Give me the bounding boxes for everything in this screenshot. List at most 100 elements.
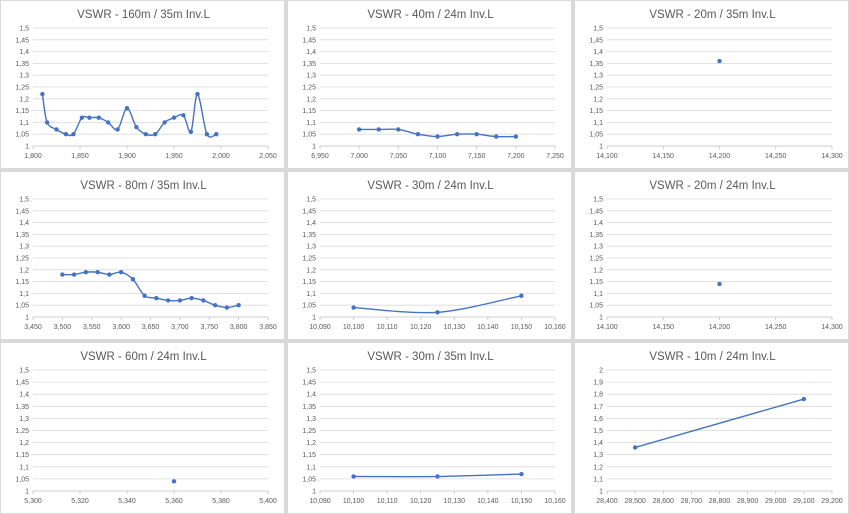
x-tick-label: 5,380: [212, 498, 230, 505]
chart-title: VSWR - 30m / 24m Inv.L: [367, 180, 494, 192]
data-point: [115, 127, 120, 132]
chart-svg: VSWR - 30m / 35m Inv.L 1 1,05 1,1 1,15 1,2 1,2…: [302, 351, 565, 505]
x-tick-label: 6,950: [311, 153, 329, 160]
data-point: [717, 58, 722, 64]
y-tick-label: 1,25: [302, 85, 316, 92]
x-tick-label: 1,850: [71, 153, 89, 160]
y-tick-label: 1,3: [19, 416, 29, 423]
y-tick-label: 1,2: [19, 267, 29, 274]
x-tick-label: 28,400: [596, 498, 618, 505]
x-tick-label: 3,600: [112, 324, 130, 331]
data-point: [454, 132, 460, 137]
x-tick-label: 3,700: [171, 324, 189, 331]
data-point: [44, 120, 50, 125]
data-point: [189, 295, 194, 301]
y-tick-label: 1,25: [15, 85, 29, 92]
data-point: [130, 277, 136, 282]
data-point: [71, 132, 76, 137]
y-tick-label: 1: [25, 489, 29, 496]
data-point: [195, 91, 200, 97]
data-point: [474, 132, 479, 137]
y-tick-label: 1: [25, 144, 29, 151]
data-point: [162, 120, 167, 125]
data-point: [435, 310, 440, 315]
data-point: [79, 115, 85, 120]
y-tick-label: 1,2: [593, 267, 603, 274]
x-tick-label: 1,800: [24, 153, 42, 160]
data-point: [494, 134, 499, 139]
chart-panel: VSWR - 80m / 35m Inv.L 1 1,05 1,1 1,15 1,2 1,2…: [0, 171, 285, 340]
data-point: [171, 115, 177, 120]
chart-svg: VSWR - 20m / 24m Inv.L 1 1,05 1,1 1,15 1,2 1,2…: [589, 180, 842, 331]
y-tick-label: 1,35: [589, 61, 603, 68]
data-point: [356, 127, 362, 132]
y-tick-label: 1,3: [306, 416, 316, 423]
y-tick-label: 1,1: [306, 291, 316, 298]
y-tick-label: 1,05: [15, 476, 29, 483]
x-tick-label: 7,100: [429, 153, 447, 160]
x-tick-label: 5,300: [24, 498, 42, 505]
y-tick-label: 1,25: [302, 256, 316, 263]
x-tick-label: 28,800: [709, 498, 731, 505]
data-point: [40, 91, 45, 97]
y-tick-label: 1,45: [302, 380, 316, 387]
y-tick-label: 1,15: [15, 279, 29, 286]
chart-svg: VSWR - 40m / 24m Inv.L 1 1,05 1,1 1,15 1,2 1,2…: [302, 9, 563, 160]
data-point: [204, 132, 210, 137]
x-tick-label: 10,130: [444, 498, 466, 505]
x-tick-label: 10,160: [544, 324, 566, 331]
y-tick-label: 1,15: [589, 279, 603, 286]
x-tick-label: 14,300: [821, 153, 843, 160]
x-tick-label: 10,140: [477, 498, 499, 505]
y-tick-label: 1,5: [306, 197, 316, 204]
x-tick-label: 5,400: [259, 498, 277, 505]
data-point: [224, 305, 230, 310]
data-point: [435, 134, 440, 139]
x-tick-label: 10,150: [511, 498, 533, 505]
data-point: [154, 295, 159, 301]
data-point: [188, 129, 194, 135]
chart-svg: VSWR - 60m / 24m Inv.L 1 1,05 1,1 1,15 1,2 1,2…: [15, 351, 277, 505]
y-tick-label: 1,7: [593, 404, 603, 411]
chart-svg: VSWR - 30m / 24m Inv.L 1 1,05 1,1 1,15 1,2 1,2…: [302, 180, 566, 331]
y-tick-label: 1,1: [593, 120, 603, 127]
y-tick-label: 1,15: [589, 108, 603, 115]
x-tick-label: 5,360: [165, 498, 183, 505]
y-tick-label: 1: [312, 315, 316, 322]
y-tick-label: 1,4: [306, 392, 316, 399]
y-tick-label: 1,1: [593, 476, 603, 483]
y-tick-label: 1,25: [302, 428, 316, 435]
data-point: [165, 298, 171, 303]
chart-svg: VSWR - 160m / 35m Inv.L 1 1,05 1,1 1,15 1,2 1,…: [15, 9, 276, 160]
data-point: [415, 132, 421, 137]
y-tick-label: 1,5: [306, 26, 316, 33]
chart-panel: VSWR - 30m / 24m Inv.L 1 1,05 1,1 1,15 1,2 1,2…: [287, 171, 572, 340]
chart-svg: VSWR - 20m / 35m Inv.L 1 1,05 1,1 1,15 1,2 1,2…: [589, 9, 843, 160]
chart-panel: VSWR - 10m / 24m Inv.L 1 1,1 1,2 1,3 1,4 1,5 1,…: [574, 342, 849, 514]
y-tick-label: 1: [599, 489, 603, 496]
x-tick-label: 10,090: [309, 498, 331, 505]
y-tick-label: 1,35: [302, 61, 316, 68]
x-tick-label: 3,750: [200, 324, 218, 331]
y-tick-label: 1: [312, 489, 316, 496]
y-tick-label: 2: [599, 368, 603, 375]
y-tick-label: 1,3: [19, 244, 29, 251]
data-point: [124, 106, 130, 111]
y-tick-label: 1,25: [589, 85, 603, 92]
data-point: [143, 132, 148, 137]
series-line: [634, 398, 805, 449]
data-point: [181, 113, 186, 118]
data-point: [376, 127, 381, 132]
x-tick-label: 3,550: [83, 324, 101, 331]
x-tick-label: 28,900: [737, 498, 759, 505]
y-tick-label: 1,25: [15, 428, 29, 435]
x-tick-label: 3,450: [24, 324, 42, 331]
y-tick-label: 1,3: [593, 244, 603, 251]
chart-svg: VSWR - 80m / 35m Inv.L 1 1,05 1,1 1,15 1,2 1,2…: [15, 180, 276, 331]
y-tick-label: 1,5: [593, 26, 603, 33]
y-tick-label: 1,05: [589, 303, 603, 310]
y-tick-label: 1,15: [302, 452, 316, 459]
y-tick-label: 1,1: [19, 120, 29, 127]
y-tick-label: 1,35: [15, 61, 29, 68]
x-tick-label: 14,150: [653, 324, 675, 331]
